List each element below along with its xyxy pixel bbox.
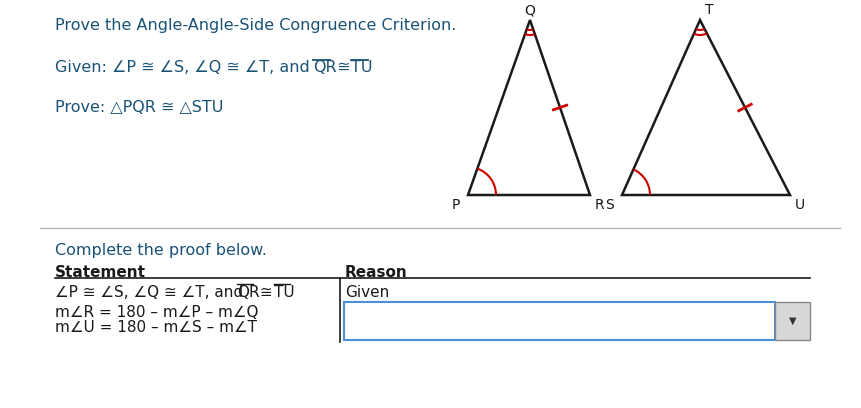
Text: Reason: Reason: [344, 265, 407, 280]
Text: Given: Given: [344, 285, 389, 300]
Text: ≅: ≅: [331, 60, 356, 75]
Text: T: T: [704, 3, 713, 17]
Text: S: S: [604, 198, 613, 212]
Text: QR: QR: [313, 60, 337, 75]
Text: TU: TU: [274, 285, 294, 300]
Text: Statement: Statement: [55, 265, 146, 280]
Text: m∠R = 180 – m∠P – m∠Q: m∠R = 180 – m∠P – m∠Q: [55, 305, 258, 320]
Text: U: U: [794, 198, 804, 212]
Text: m∠U = 180 – m∠S – m∠T: m∠U = 180 – m∠S – m∠T: [55, 320, 257, 335]
Text: ▼: ▼: [788, 316, 796, 326]
Text: R: R: [594, 198, 604, 212]
Text: ≅: ≅: [255, 285, 277, 300]
Text: Prove: △PQR ≅ △STU: Prove: △PQR ≅ △STU: [55, 100, 223, 115]
Text: Given: ∠P ≅ ∠S, ∠Q ≅ ∠T, and: Given: ∠P ≅ ∠S, ∠Q ≅ ∠T, and: [55, 60, 314, 75]
Bar: [344, 302, 774, 340]
Text: QR: QR: [237, 285, 259, 300]
Text: Complete the proof below.: Complete the proof below.: [55, 243, 267, 258]
Text: P: P: [451, 198, 460, 212]
Bar: [774, 302, 809, 340]
Text: Prove the Angle-Angle-Side Congruence Criterion.: Prove the Angle-Angle-Side Congruence Cr…: [55, 18, 455, 33]
Text: TU: TU: [350, 60, 372, 75]
Text: Q: Q: [524, 3, 535, 17]
Text: ∠P ≅ ∠S, ∠Q ≅ ∠T, and: ∠P ≅ ∠S, ∠Q ≅ ∠T, and: [55, 285, 248, 300]
